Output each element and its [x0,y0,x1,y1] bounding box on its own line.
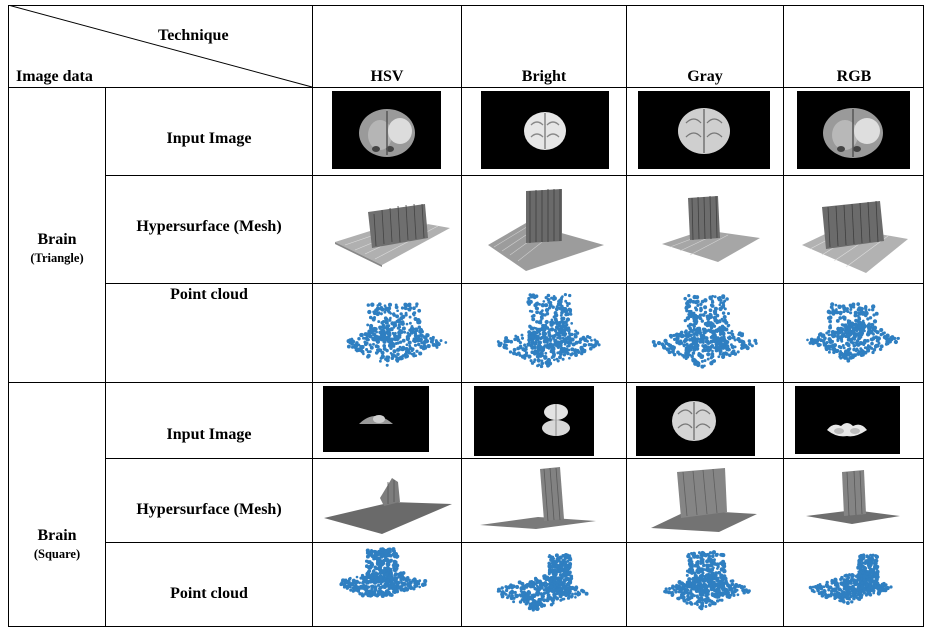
grid-line [105,542,924,543]
point-cloud-image [496,293,601,369]
header-diagonal [8,5,313,88]
column-header-rgb: RGB [836,68,872,85]
group-label: Brain [37,527,77,544]
brain-scan-image [636,386,755,456]
grid-line [923,5,924,627]
hypersurface-mesh-image [651,468,757,532]
grid-line [461,5,462,627]
grid-line [312,5,313,627]
point-cloud-image [496,553,589,612]
row-label-hypersurface: Hypersurface (Mesh) [136,501,282,518]
grid-line [105,87,106,627]
point-cloud-image [346,302,448,367]
grid-line [626,5,627,627]
grid-line [8,5,924,6]
technique-label: Technique [158,27,229,44]
hypersurface-mesh-image [662,195,760,262]
grid-line [105,175,924,176]
image-data-label: Image data [16,68,93,85]
grid-line [8,382,924,383]
grid-line [8,626,924,627]
point-cloud-image [663,550,751,611]
point-cloud-image [808,553,893,605]
row-label-point-cloud: Point cloud [170,286,248,303]
row-label-hypersurface: Hypersurface (Mesh) [136,218,282,235]
grid-line [105,283,924,284]
hypersurface-mesh-image [806,470,900,524]
group-sublabel: (Triangle) [30,251,84,265]
row-label-input-image: Input Image [166,130,252,147]
brain-scan-image [795,386,900,454]
hypersurface-mesh-image [488,189,604,271]
brain-scan-image [474,386,594,456]
hypersurface-mesh-image [802,200,908,273]
brain-scan-image [638,91,770,169]
column-header-hsv: HSV [370,68,404,85]
row-label-input-image: Input Image [166,426,252,443]
hypersurface-mesh-image [335,203,450,267]
brain-scan-image [323,386,429,452]
point-cloud-image [339,547,428,599]
column-header-gray: Gray [687,68,723,85]
grid-line [783,5,784,627]
brain-scan-image [797,91,910,169]
grid-line [8,5,9,627]
grid-line [105,458,924,459]
group-label: Brain [37,231,77,248]
brain-scan-image [481,91,609,169]
row-label-point-cloud: Point cloud [170,585,248,602]
grid-line [8,87,924,88]
column-header-bright: Bright [521,68,567,85]
point-cloud-image [651,293,758,369]
point-cloud-image [806,302,900,363]
brain-scan-image [332,91,441,169]
group-sublabel: (Square) [33,547,81,561]
hypersurface-mesh-image [480,467,596,529]
hypersurface-mesh-image [324,478,452,534]
